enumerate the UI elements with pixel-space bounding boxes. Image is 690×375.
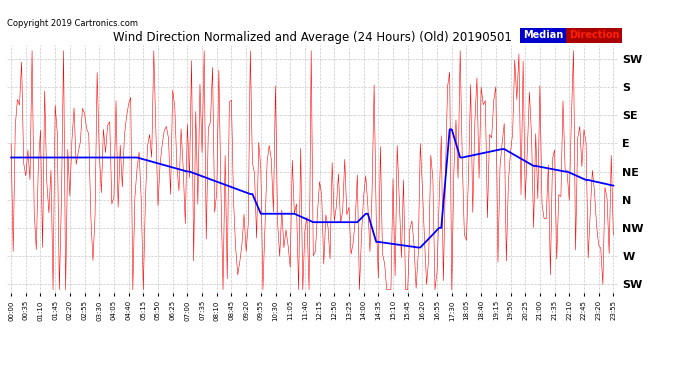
Title: Wind Direction Normalized and Average (24 Hours) (Old) 20190501: Wind Direction Normalized and Average (2… [112,31,512,44]
Text: Direction: Direction [569,30,619,40]
Text: Median: Median [523,30,563,40]
Text: Copyright 2019 Cartronics.com: Copyright 2019 Cartronics.com [7,19,138,28]
